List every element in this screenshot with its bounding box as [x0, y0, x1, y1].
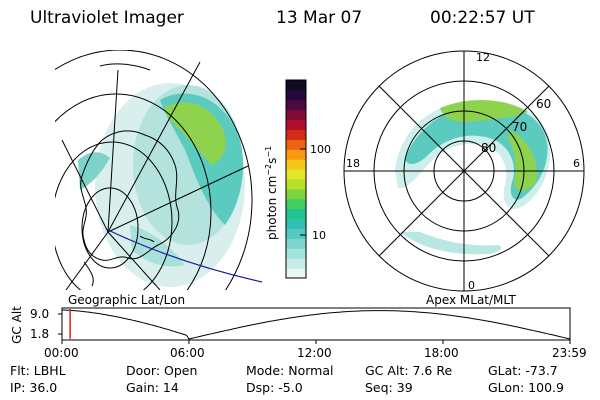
colorbar-segment: [286, 80, 306, 91]
colorbar-tick-label: 10: [312, 229, 326, 242]
colorbar-segment: [286, 248, 306, 259]
status-dsp: Dsp: -5.0: [246, 380, 303, 395]
coastline-fragment: [83, 261, 94, 287]
colorbar-segment: [286, 179, 306, 190]
status-mode: Mode: Normal: [246, 363, 334, 378]
polar-auroral-oval: [405, 103, 548, 200]
x-tick-label: 00:00: [44, 346, 79, 360]
colorbar-segment: [286, 129, 306, 140]
altitude-curve: [62, 309, 571, 340]
colorbar-segment: [286, 218, 306, 229]
latitude-circle: [55, 93, 212, 290]
date-label: 13 Mar 07: [276, 8, 363, 28]
status-seq: Seq: 39: [365, 380, 413, 395]
colorbar-segment: [286, 258, 306, 269]
coastline-fragment: [139, 235, 155, 243]
colorbar-segment: [286, 169, 306, 180]
status-gain: Gain: 14: [126, 380, 179, 395]
colorbar: [285, 79, 307, 279]
colorbar-segment: [286, 159, 306, 170]
x-tick-label: 06:00: [170, 346, 205, 360]
geographic-caption: Geographic Lat/Lon: [68, 293, 186, 307]
x-tick-label: 23:59: [552, 346, 587, 360]
geographic-map: [55, 50, 263, 290]
colorbar-segment: [286, 139, 306, 150]
status-gc-alt: GC Alt: 7.6 Re: [365, 363, 453, 378]
polar-diagonal-line: [378, 85, 550, 257]
meridian-line: [107, 69, 119, 233]
time-label: 00:22:57 UT: [430, 8, 535, 28]
status-glon: GLon: 100.9: [488, 380, 564, 395]
terminator-line: [107, 229, 263, 283]
geo-aurora-green: [165, 102, 226, 165]
colorbar-unit-label: photon cm−2s−1: [264, 146, 279, 240]
colorbar-segment: [286, 119, 306, 130]
y-tick-label: 9.0: [30, 307, 50, 321]
polar-aurora-bottom: [400, 232, 502, 255]
mlt-label-6: 6: [573, 157, 580, 170]
mlat-label-60: 60: [536, 97, 551, 111]
mlat-label-80: 80: [481, 141, 496, 155]
altitude-plot: [58, 307, 571, 344]
altitude-plot-frame: [61, 307, 571, 341]
altitude-axis-label: GC Alt: [10, 306, 24, 344]
meridian-line: [107, 61, 201, 233]
colorbar-segment: [286, 268, 306, 279]
mlt-label-0: 0: [468, 279, 475, 292]
mlt-label-12: 12: [476, 51, 490, 64]
colorbar-segment: [286, 149, 306, 160]
colorbar-segment: [286, 109, 306, 121]
geo-aurora-left: [78, 152, 110, 190]
status-ip: IP: 36.0: [10, 380, 58, 395]
colorbar-segment: [286, 99, 306, 111]
colorbar-segment: [286, 228, 306, 239]
colorbar-segment: [286, 208, 306, 220]
meridian-line: [107, 231, 161, 290]
latitude-circle: [55, 50, 253, 290]
mlat-label-70: 70: [512, 120, 527, 134]
x-tick-label: 12:00: [297, 346, 332, 360]
colorbar-segment: [286, 198, 306, 210]
latitude-circle: [55, 141, 173, 290]
status-door: Door: Open: [126, 363, 198, 378]
polar-aurora-green-top: [440, 100, 528, 122]
status-flt: Flt: LBHL: [10, 363, 66, 378]
map-edge-arc: [99, 63, 151, 71]
mlt-label-18: 18: [346, 157, 360, 170]
polar-map: 12 18 6 0 60 70 80: [343, 50, 585, 292]
y-tick-label: 1.8: [30, 327, 50, 341]
status-glat: GLat: -73.7: [488, 363, 558, 378]
meridian-line: [107, 165, 249, 233]
colorbar-segment: [286, 188, 306, 200]
polar-aurora-green-right: [508, 130, 537, 191]
latitude-circle: [81, 187, 139, 269]
colorbar-segment: [286, 238, 306, 249]
meridian-line: [61, 139, 109, 233]
colorbar-tick-label: 100: [310, 143, 331, 156]
meridian-line: [65, 231, 109, 290]
instrument-title: Ultraviolet Imager: [30, 8, 184, 28]
x-tick-label: 18:00: [424, 346, 459, 360]
apex-caption: Apex MLat/MLT: [426, 293, 516, 307]
colorbar-segment: [286, 89, 306, 101]
